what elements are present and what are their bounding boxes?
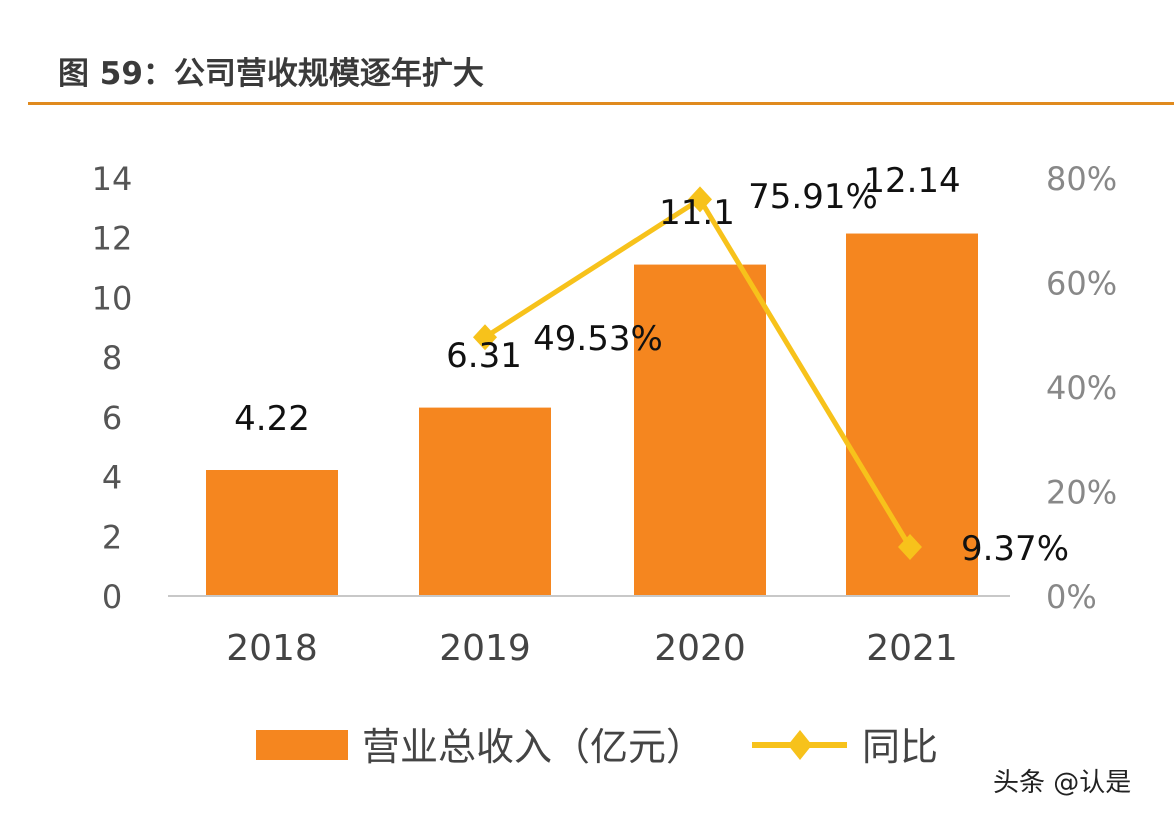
y-left-tick-label: 4	[102, 459, 122, 497]
y-right-tick-label: 80%	[1046, 160, 1117, 198]
line-data-label: 75.91%	[748, 177, 878, 217]
title-divider	[28, 102, 1174, 105]
y-right-tick-label: 40%	[1046, 369, 1117, 407]
bar-2021	[846, 233, 978, 596]
y-right-tick-label: 0%	[1046, 578, 1097, 616]
y-left-tick-label: 14	[92, 160, 133, 198]
y-right-tick-label: 60%	[1046, 265, 1117, 303]
bar-data-label: 12.14	[863, 161, 960, 201]
x-tick-label: 2020	[654, 628, 746, 669]
y-left-tick-label: 8	[102, 339, 122, 377]
yoy-marker	[898, 534, 922, 561]
bar-2019	[419, 407, 551, 596]
bar-2018	[206, 470, 338, 596]
bar-data-label: 6.31	[446, 336, 522, 376]
line-data-label: 9.37%	[961, 529, 1069, 569]
y-left-tick-label: 2	[102, 518, 122, 556]
bar-data-label: 11.1	[659, 193, 735, 233]
legend-bar-swatch	[256, 730, 348, 760]
watermark: 头条 @认是	[993, 768, 1132, 798]
line-data-label: 49.53%	[533, 319, 663, 359]
yoy-marker	[473, 324, 497, 351]
legend-bar-label: 营业总收入（亿元）	[362, 725, 704, 769]
bar-2020	[634, 264, 766, 596]
yoy-marker	[688, 186, 712, 213]
y-left-tick-label: 12	[92, 220, 133, 258]
bar-data-label: 4.22	[234, 399, 310, 439]
y-left-tick-label: 0	[102, 578, 122, 616]
y-left-tick-label: 10	[92, 279, 133, 317]
y-left-tick-label: 6	[102, 399, 122, 437]
chart-title: 图 59：公司营收规模逐年扩大	[58, 56, 484, 92]
legend-line-marker	[788, 730, 812, 760]
x-tick-label: 2021	[866, 628, 958, 669]
x-tick-label: 2019	[439, 628, 531, 669]
y-right-tick-label: 20%	[1046, 474, 1117, 512]
x-tick-label: 2018	[226, 628, 318, 669]
legend-line-label: 同比	[862, 725, 938, 769]
